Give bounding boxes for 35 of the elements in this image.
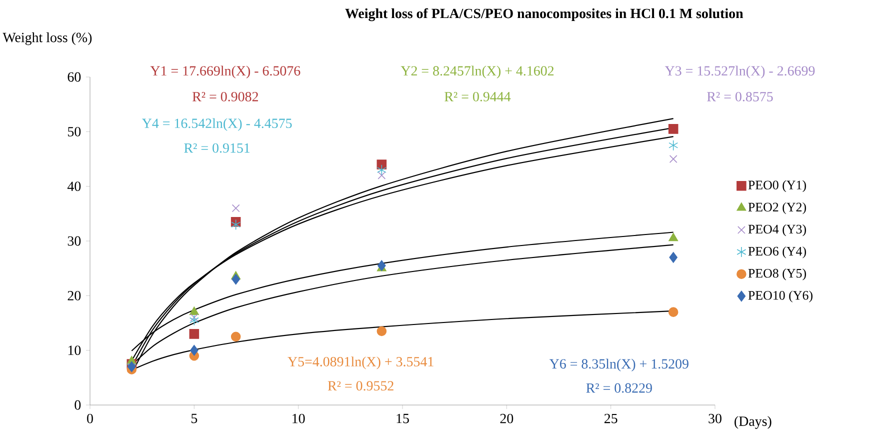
annotation: R² = 0.9082 <box>192 92 258 102</box>
y-axis-title: Weight loss (%) <box>2 32 92 46</box>
annotation: R² = 0.9151 <box>184 143 250 153</box>
annotation: R² = 0.8229 <box>586 383 652 393</box>
y-tick-label: 60 <box>68 72 81 82</box>
x-tick-label: 5 <box>191 414 198 424</box>
annotation: Y2 = 8.2457ln(X) + 4.1602 <box>400 66 554 78</box>
annotation: Y3 = 15.527ln(X) - 2.6699 <box>664 66 815 78</box>
x-tick-label: 0 <box>87 414 93 424</box>
y-tick-label: 50 <box>68 126 81 136</box>
annotation: Y5=4.0891ln(X) + 3.5541 <box>288 356 434 370</box>
legend-label: PEO10 (Y6) <box>748 290 812 302</box>
chart-title: Weight loss of PLA/CS/PEO nanocomposites in HCl 0.1 M solution <box>345 8 744 22</box>
legend-label: PEO2 (Y2) <box>748 202 806 214</box>
x-tick-label: 30 <box>708 414 722 424</box>
legend-label: PEO6 (Y4) <box>748 246 806 258</box>
annotation: Y6 = 8.35ln(X) + 1.5209 <box>549 358 688 372</box>
annotation: R² = 0.8575 <box>707 92 773 102</box>
y-tick-label: 40 <box>67 182 81 192</box>
annotation: Y1 = 17.669ln(X) - 6.5076 <box>150 66 300 78</box>
legend-label: PEO0 (Y1) <box>748 180 806 192</box>
annotation: Y4 = 16.542ln(X) - 4.4575 <box>142 118 292 131</box>
x-tick-label: 15 <box>396 414 409 424</box>
legend-label: PEO8 (Y5) <box>748 268 806 280</box>
x-tick-label: 25 <box>604 414 618 424</box>
x-axis-title: (Days) <box>734 416 772 429</box>
y-tick-label: 0 <box>74 400 81 410</box>
y-tick-label: 30 <box>68 236 81 246</box>
annotation: R² = 0.9552 <box>328 381 394 391</box>
y-tick-label: 10 <box>68 346 81 356</box>
annotation: R² = 0.9444 <box>444 92 511 102</box>
y-tick-label: 20 <box>68 290 81 300</box>
x-tick-label: 20 <box>500 414 514 424</box>
x-tick-label: 10 <box>292 414 305 424</box>
legend-label: PEO4 (Y3) <box>748 224 806 236</box>
